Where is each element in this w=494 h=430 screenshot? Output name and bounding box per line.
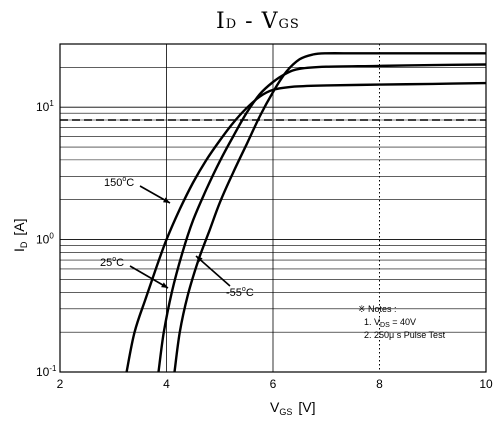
series-line-2 <box>173 52 486 373</box>
series-line-0 <box>125 81 487 373</box>
notes-line-2: 2. 250μ s Pulse Test <box>364 330 446 340</box>
curve-label-arrowhead-0 <box>163 197 170 203</box>
x-tick-label: 2 <box>57 377 64 391</box>
series-group <box>125 52 487 373</box>
title-sub-2: GS <box>278 17 299 32</box>
curve-label-1: 25oC <box>100 256 124 269</box>
y-tick-label: 10-1 <box>36 364 57 379</box>
y-tick-label: 101 <box>36 99 54 114</box>
curve-labels: 150oC 25oC -55oC <box>100 176 254 299</box>
x-tick-label: 10 <box>479 377 493 391</box>
curve-label-arrowhead-1 <box>161 282 168 288</box>
series-line-1 <box>157 63 487 373</box>
x-tick-labels: 2 4 6 8 10 <box>57 377 493 391</box>
title-main-1: I <box>216 9 226 34</box>
curve-label-2: -55oC <box>226 286 254 299</box>
y-label-sub: D <box>19 241 29 248</box>
title-separator: - <box>237 9 261 34</box>
notes-line-1: 1. VDS = 40V <box>364 317 416 329</box>
notes-line-1-prefix: 1. V <box>364 317 380 327</box>
x-tick-label: 8 <box>376 377 383 391</box>
notes-line-1-suffix: = 40V <box>390 317 416 327</box>
notes: ※ Notes : 1. VDS = 40V 2. 250μ s Pulse T… <box>358 304 446 340</box>
chart-title: ID - VGS <box>216 9 300 34</box>
x-label-sub: GS <box>279 407 292 417</box>
notes-line-1-sub: DS <box>380 322 390 329</box>
reference-lines <box>60 44 486 372</box>
curve-label-0: 150oC <box>104 176 134 189</box>
y-tick-label: 100 <box>36 232 54 247</box>
x-tick-label: 6 <box>270 377 277 391</box>
title-main-2: V <box>261 9 279 34</box>
plot-frame <box>59 43 487 373</box>
curve-label-arrowhead-2 <box>196 256 203 263</box>
title-sub-1: D <box>226 17 237 32</box>
y-label-main: I <box>11 248 27 252</box>
y-tick-labels: 10-1 100 101 <box>36 99 57 379</box>
notes-heading: ※ Notes : <box>358 304 397 314</box>
x-label-main: V <box>270 399 280 415</box>
x-tick-label: 4 <box>163 377 170 391</box>
y-axis-label: ID [A] <box>11 218 29 252</box>
y-label-unit: [A] <box>11 218 27 235</box>
x-label-unit: [V] <box>298 399 315 415</box>
x-axis-label: VGS [V] <box>270 399 315 417</box>
curve-label-arrow-1 <box>129 265 169 289</box>
curve-label-arrow-2 <box>195 255 231 287</box>
